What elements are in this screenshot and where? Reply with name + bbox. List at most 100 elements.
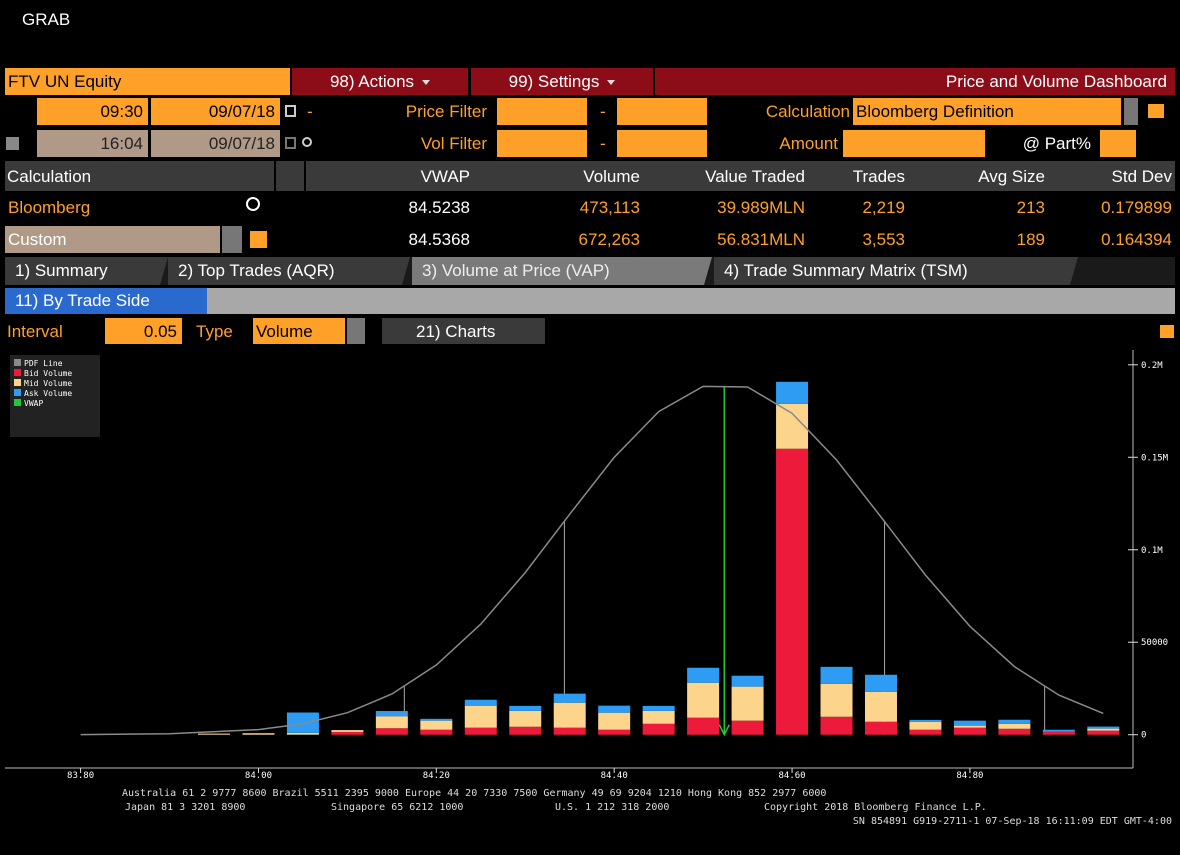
calculation-value[interactable]: Bloomberg Definition: [853, 98, 1121, 125]
column-header: Std Dev: [1111, 167, 1172, 186]
vol-min-input[interactable]: [497, 130, 587, 157]
y-tick-label: 0.1M: [1141, 546, 1163, 556]
bar-segment: [998, 728, 1031, 735]
bar-segment: [598, 729, 631, 735]
settings-menu[interactable]: 99) Settings: [471, 68, 653, 95]
bar-segment: [1042, 729, 1075, 732]
type-select[interactable]: Volume: [253, 318, 345, 344]
type-label: Type: [196, 322, 233, 341]
tab[interactable]: 2) Top Trades (AQR): [168, 257, 410, 285]
y-tick-label: 50000: [1141, 638, 1168, 648]
dropdown-arrow: [607, 80, 616, 86]
x-tick-label: 84.40: [601, 771, 628, 781]
vol-max-input[interactable]: [617, 130, 707, 157]
bar-segment: [687, 682, 720, 718]
price-min-input[interactable]: [497, 98, 587, 125]
calendar-icon[interactable]: [285, 137, 296, 149]
y-tick-label: 0.2M: [1141, 361, 1163, 371]
bar-segment: [464, 727, 497, 735]
footer-item: Copyright 2018 Bloomberg Finance L.P.: [764, 802, 987, 813]
bar-segment: [197, 733, 230, 735]
window-title: GRAB: [22, 10, 71, 29]
tab[interactable]: 1) Summary: [5, 257, 168, 285]
footer-line: Australia 61 2 9777 8600 Brazil 5511 239…: [122, 788, 826, 799]
legend-label: VWAP: [24, 399, 43, 408]
tab[interactable]: 3) Volume at Price (VAP): [412, 257, 712, 285]
bar-segment: [331, 731, 364, 735]
amount-input[interactable]: [843, 130, 985, 157]
bar-segment: [1087, 726, 1120, 729]
info-icon[interactable]: [246, 197, 260, 211]
bar-segment: [509, 726, 542, 735]
dash: -: [307, 102, 313, 121]
checkbox[interactable]: [6, 137, 19, 150]
apply-icon[interactable]: [250, 231, 267, 248]
bar-segment: [953, 725, 986, 728]
bar-segment: [731, 686, 764, 721]
bar-segment: [464, 699, 497, 706]
charts-button[interactable]: 21) Charts: [382, 318, 545, 344]
footer-line: SN 854891 G919-2711-1 07-Sep-18 16:11:09…: [853, 816, 1172, 827]
subtab[interactable]: 11) By Trade Side: [5, 288, 207, 314]
cell: 0.164394: [1101, 230, 1172, 249]
column-header: Value Traded: [705, 167, 805, 186]
bar-segment: [687, 717, 720, 735]
actions-menu[interactable]: 98) Actions: [292, 68, 468, 95]
settings-label: 99) Settings: [508, 72, 600, 91]
x-tick-label: 84.80: [956, 771, 983, 781]
dash: -: [600, 134, 606, 153]
legend-swatch: [14, 359, 21, 366]
legend-label: Bid Volume: [24, 369, 72, 378]
bar-segment: [909, 721, 942, 730]
calculation-label: Calculation: [765, 102, 850, 121]
bar-segment: [864, 691, 897, 722]
bar-segment: [776, 381, 809, 404]
part-input[interactable]: [1100, 130, 1136, 157]
price-max-input[interactable]: [617, 98, 707, 125]
cell: 0.179899: [1101, 198, 1172, 217]
x-tick-label: 84.60: [779, 771, 806, 781]
type-dropdown[interactable]: [347, 318, 365, 344]
refresh-icon[interactable]: [302, 137, 312, 147]
divider: [274, 161, 276, 191]
bar-segment: [598, 712, 631, 730]
calculation-dropdown[interactable]: [1124, 98, 1138, 125]
start-time[interactable]: 09:30: [37, 98, 148, 125]
pdf-line: [80, 385, 1104, 736]
bar-segment: [998, 719, 1031, 724]
custom-box[interactable]: [5, 226, 220, 253]
legend-swatch: [14, 369, 21, 376]
bar-segment: [598, 705, 631, 713]
legend-swatch: [14, 399, 21, 406]
legend-swatch: [14, 379, 21, 386]
calendar-icon[interactable]: [285, 105, 296, 117]
custom-dropdown[interactable]: [222, 226, 242, 253]
x-tick-label: 83.80: [67, 771, 94, 781]
bar-segment: [953, 727, 986, 735]
tab[interactable]: 4) Trade Summary Matrix (TSM): [714, 257, 1078, 285]
export-icon[interactable]: [1160, 325, 1174, 338]
actions-label: 98) Actions: [329, 72, 415, 91]
bar-segment: [731, 675, 764, 687]
bar-segment: [509, 710, 542, 727]
interval-input[interactable]: 0.05: [105, 318, 182, 344]
vwap-arrowhead: [718, 724, 730, 737]
bar-segment: [953, 720, 986, 726]
bar-segment: [331, 730, 364, 732]
end-date[interactable]: 09/07/18: [151, 130, 280, 157]
cell: 84.5238: [408, 198, 470, 217]
security[interactable]: FTV UN Equity: [5, 68, 290, 95]
bar-segment: [642, 723, 675, 735]
export-icon[interactable]: [1148, 104, 1164, 118]
interval-label: Interval: [7, 322, 63, 341]
bar-segment: [420, 729, 453, 735]
row-label: Bloomberg: [8, 198, 91, 217]
row-label: Custom: [8, 230, 67, 249]
chart-body: 0 50000 0.1M 0.15M 0.2M 83.80 84.00 84.20 84.40 8…: [5, 350, 1172, 827]
bar-segment: [864, 721, 897, 735]
end-time[interactable]: 16:04: [37, 130, 148, 157]
legend-label: Ask Volume: [24, 389, 72, 398]
start-date[interactable]: 09/07/18: [151, 98, 280, 125]
bar-segment: [642, 705, 675, 711]
